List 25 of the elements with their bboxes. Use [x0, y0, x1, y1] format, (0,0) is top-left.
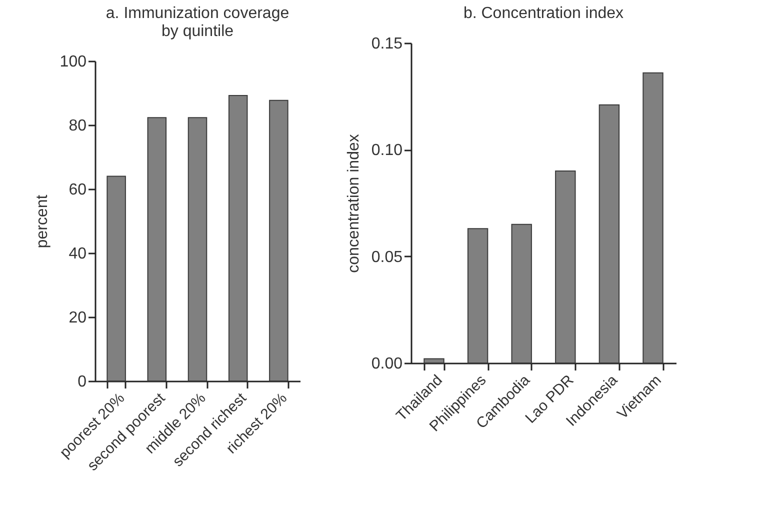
bar: [147, 117, 167, 382]
bar: [598, 104, 620, 364]
bar: [269, 100, 288, 382]
y-tick-label: 20: [68, 310, 87, 326]
y-axis-title: concentration index: [345, 134, 362, 273]
y-tick-label: 0.00: [371, 356, 403, 372]
y-tick-label: 0: [78, 374, 87, 390]
y-tick-label: 80: [68, 118, 87, 134]
bar: [511, 224, 532, 364]
y-tick-label: 40: [68, 246, 87, 262]
bar: [467, 228, 488, 364]
y-tick-label: 60: [68, 182, 87, 198]
bar: [555, 170, 576, 364]
y-axis-title: percent: [34, 194, 51, 248]
y-tick-label: 0.05: [371, 248, 403, 266]
y-tick-label: 0.10: [371, 142, 403, 160]
chart-title: a. Immunization coverage by quintile: [106, 5, 290, 40]
chart-title: b. Concentration index: [463, 5, 624, 22]
y-tick-label: 100: [60, 54, 87, 70]
y-tick-label: 0.15: [371, 36, 403, 52]
bar: [424, 358, 444, 364]
bar: [106, 176, 126, 382]
bar: [228, 95, 248, 382]
bar: [188, 117, 208, 382]
bar: [642, 72, 664, 364]
